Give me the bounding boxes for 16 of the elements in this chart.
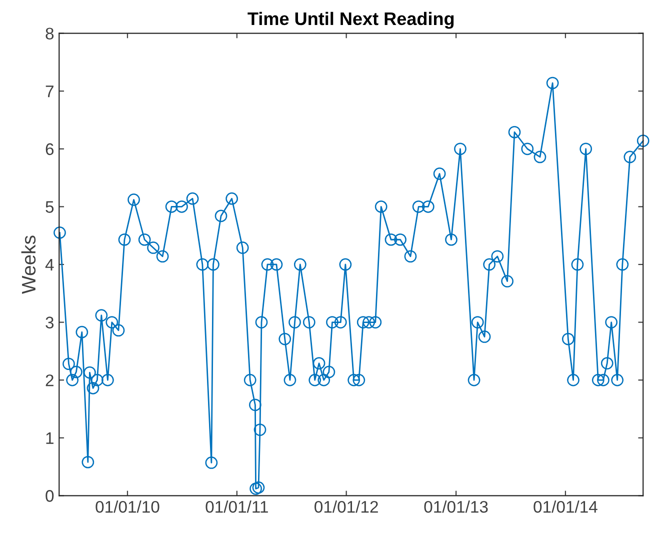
y-tick-label: 5 <box>46 201 54 213</box>
y-tick-label: 6 <box>46 143 54 156</box>
x-tick-label: 01/01/13 <box>424 500 488 513</box>
x-tick-label: 01/01/11 <box>206 500 268 513</box>
y-tick-label: 0 <box>46 490 54 502</box>
x-tick-label: 01/01/14 <box>534 500 598 513</box>
x-tick-label: 01/01/10 <box>96 500 160 513</box>
y-tick-label: 8 <box>46 28 54 40</box>
y-tick-label: 2 <box>46 374 54 386</box>
y-tick-label: 1 <box>46 432 54 444</box>
y-tick-label: 7 <box>46 86 54 98</box>
chart-title: Time Until Next Reading <box>248 12 454 29</box>
y-axis-title: Weeks <box>21 236 36 294</box>
y-tick-label: 4 <box>45 259 54 271</box>
y-tick-label: 3 <box>46 316 54 328</box>
x-tick-label: 01/01/12 <box>314 500 378 513</box>
